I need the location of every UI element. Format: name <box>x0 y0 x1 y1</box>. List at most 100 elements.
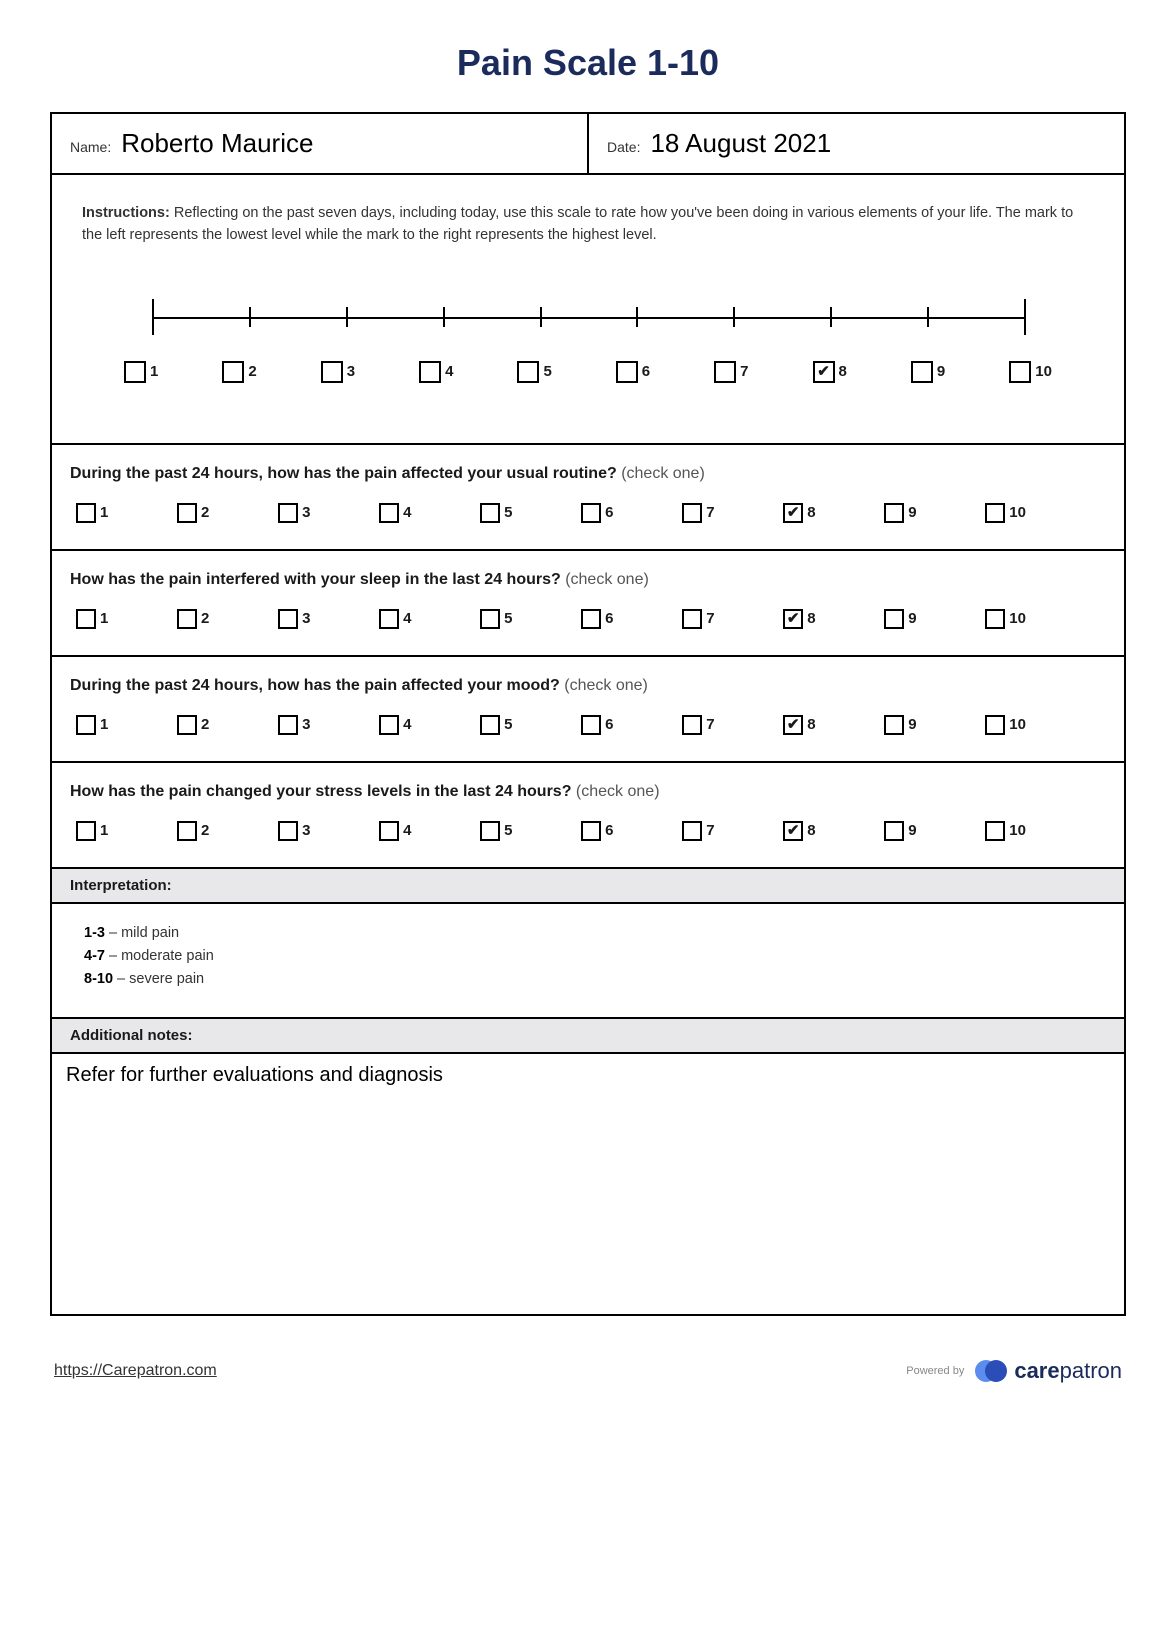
checkbox-label: 3 <box>302 504 310 521</box>
checkbox-option-1[interactable]: 1 <box>124 361 158 383</box>
interp-range: 4-7 <box>84 948 105 964</box>
checkbox-option-7[interactable]: 7 <box>682 715 714 735</box>
checkbox-option-6[interactable]: 6 <box>581 609 613 629</box>
interp-label: – moderate pain <box>105 948 214 964</box>
checkbox-label: 3 <box>302 610 310 627</box>
checkbox-icon <box>480 609 500 629</box>
checkbox-option-4[interactable]: 4 <box>379 503 411 523</box>
brand-logo-icon <box>974 1356 1008 1386</box>
checkbox-label: 3 <box>302 822 310 839</box>
checkbox-option-9[interactable]: 9 <box>884 821 916 841</box>
page-title: Pain Scale 1-10 <box>50 42 1126 84</box>
checkbox-option-8[interactable]: ✔8 <box>783 503 815 523</box>
checkbox-label: 4 <box>445 363 453 380</box>
checkbox-option-3[interactable]: 3 <box>278 715 310 735</box>
checkbox-option-5[interactable]: 5 <box>480 715 512 735</box>
checkbox-option-4[interactable]: 4 <box>379 715 411 735</box>
checkbox-icon: ✔ <box>783 503 803 523</box>
checkbox-option-5[interactable]: 5 <box>517 361 551 383</box>
question-hint: (check one) <box>564 677 648 694</box>
checkbox-icon <box>278 609 298 629</box>
checkbox-icon <box>517 361 539 383</box>
checkbox-option-10[interactable]: 10 <box>985 821 1026 841</box>
checkbox-label: 9 <box>908 610 916 627</box>
question-text: How has the pain changed your stress lev… <box>70 783 1106 801</box>
checkbox-option-8[interactable]: ✔8 <box>783 609 815 629</box>
scale-ruler <box>152 297 1024 337</box>
checkbox-label: 7 <box>706 504 714 521</box>
checkbox-icon <box>124 361 146 383</box>
name-label: Name: <box>70 139 111 155</box>
checkbox-icon: ✔ <box>783 821 803 841</box>
checkbox-icon <box>222 361 244 383</box>
checkbox-label: 6 <box>642 363 650 380</box>
checkbox-option-9[interactable]: 9 <box>884 715 916 735</box>
checkbox-icon <box>884 821 904 841</box>
checkbox-icon <box>76 503 96 523</box>
checkbox-option-8[interactable]: ✔8 <box>813 361 847 383</box>
checkbox-icon <box>76 821 96 841</box>
ruler-tick <box>1024 299 1026 335</box>
checkbox-option-6[interactable]: 6 <box>581 503 613 523</box>
checkbox-option-6[interactable]: 6 <box>616 361 650 383</box>
checkbox-option-10[interactable]: 10 <box>985 609 1026 629</box>
checkbox-option-4[interactable]: 4 <box>419 361 453 383</box>
checkbox-label: 5 <box>543 363 551 380</box>
checkbox-label: 4 <box>403 504 411 521</box>
checkbox-label: 5 <box>504 504 512 521</box>
checkbox-option-4[interactable]: 4 <box>379 821 411 841</box>
checkbox-icon <box>177 609 197 629</box>
checkbox-option-2[interactable]: 2 <box>177 503 209 523</box>
checkbox-option-7[interactable]: 7 <box>714 361 748 383</box>
checkbox-icon <box>985 821 1005 841</box>
checkbox-label: 1 <box>150 363 158 380</box>
checkbox-option-2[interactable]: 2 <box>177 609 209 629</box>
question-hint: (check one) <box>576 783 660 800</box>
checkbox-icon <box>682 821 702 841</box>
interpretation-body: 1-3 – mild pain4-7 – moderate pain8-10 –… <box>52 904 1124 1020</box>
checkbox-label: 2 <box>201 504 209 521</box>
checkbox-option-3[interactable]: 3 <box>321 361 355 383</box>
checkbox-option-9[interactable]: 9 <box>911 361 945 383</box>
checkbox-option-2[interactable]: 2 <box>177 821 209 841</box>
checkbox-label: 9 <box>908 716 916 733</box>
checkbox-icon <box>682 609 702 629</box>
date-value[interactable]: 18 August 2021 <box>650 128 831 159</box>
checkbox-option-9[interactable]: 9 <box>884 609 916 629</box>
checkbox-option-5[interactable]: 5 <box>480 821 512 841</box>
checkbox-option-10[interactable]: 10 <box>1009 361 1052 383</box>
checkbox-option-4[interactable]: 4 <box>379 609 411 629</box>
checkbox-option-6[interactable]: 6 <box>581 715 613 735</box>
checkbox-option-7[interactable]: 7 <box>682 503 714 523</box>
checkbox-option-3[interactable]: 3 <box>278 609 310 629</box>
checkbox-label: 4 <box>403 610 411 627</box>
ruler-line <box>152 317 1024 319</box>
checkbox-option-1[interactable]: 1 <box>76 715 108 735</box>
checkbox-label: 2 <box>201 610 209 627</box>
checkbox-option-2[interactable]: 2 <box>222 361 256 383</box>
footer-link[interactable]: https://Carepatron.com <box>54 1362 217 1380</box>
brand-bold: care <box>1014 1358 1059 1383</box>
checkbox-icon: ✔ <box>783 715 803 735</box>
checkbox-icon <box>581 503 601 523</box>
checkbox-option-7[interactable]: 7 <box>682 821 714 841</box>
checkbox-option-10[interactable]: 10 <box>985 715 1026 735</box>
checkbox-option-8[interactable]: ✔8 <box>783 715 815 735</box>
checkbox-option-3[interactable]: 3 <box>278 821 310 841</box>
checkbox-option-5[interactable]: 5 <box>480 503 512 523</box>
question-text: How has the pain interfered with your sl… <box>70 571 1106 589</box>
name-value[interactable]: Roberto Maurice <box>121 128 313 159</box>
checkbox-option-3[interactable]: 3 <box>278 503 310 523</box>
checkbox-label: 10 <box>1009 610 1026 627</box>
checkbox-option-1[interactable]: 1 <box>76 821 108 841</box>
checkbox-option-1[interactable]: 1 <box>76 609 108 629</box>
checkbox-option-7[interactable]: 7 <box>682 609 714 629</box>
checkbox-option-1[interactable]: 1 <box>76 503 108 523</box>
checkbox-option-8[interactable]: ✔8 <box>783 821 815 841</box>
checkbox-option-5[interactable]: 5 <box>480 609 512 629</box>
checkbox-option-10[interactable]: 10 <box>985 503 1026 523</box>
checkbox-option-2[interactable]: 2 <box>177 715 209 735</box>
notes-body[interactable]: Refer for further evaluations and diagno… <box>52 1054 1124 1314</box>
checkbox-option-6[interactable]: 6 <box>581 821 613 841</box>
checkbox-option-9[interactable]: 9 <box>884 503 916 523</box>
